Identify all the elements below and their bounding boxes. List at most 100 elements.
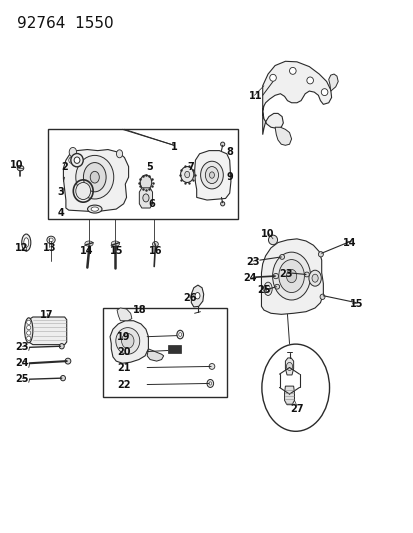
Text: 23: 23: [279, 270, 292, 279]
Ellipse shape: [180, 166, 193, 182]
Ellipse shape: [319, 294, 324, 300]
Bar: [167, 345, 180, 353]
Text: 5: 5: [145, 161, 152, 172]
Ellipse shape: [91, 207, 98, 211]
Text: 18: 18: [133, 305, 147, 315]
Text: 27: 27: [290, 404, 303, 414]
Text: 10: 10: [261, 229, 274, 239]
Ellipse shape: [83, 163, 106, 192]
Ellipse shape: [268, 235, 277, 245]
Ellipse shape: [266, 286, 269, 292]
Ellipse shape: [142, 194, 149, 202]
Ellipse shape: [121, 334, 134, 349]
Ellipse shape: [71, 154, 83, 167]
Ellipse shape: [206, 379, 213, 387]
Ellipse shape: [274, 284, 279, 289]
Ellipse shape: [279, 255, 284, 260]
Ellipse shape: [111, 241, 119, 246]
Text: 25: 25: [256, 286, 270, 295]
Ellipse shape: [220, 142, 224, 147]
Text: 16: 16: [148, 246, 162, 255]
Text: 25: 25: [15, 374, 29, 384]
Ellipse shape: [26, 326, 31, 330]
Ellipse shape: [209, 172, 214, 178]
Ellipse shape: [26, 331, 31, 335]
Polygon shape: [63, 150, 128, 212]
Text: 22: 22: [116, 379, 130, 390]
Ellipse shape: [116, 150, 122, 158]
Ellipse shape: [140, 175, 151, 190]
Ellipse shape: [24, 238, 28, 247]
Text: 23: 23: [246, 257, 259, 267]
Text: 6: 6: [147, 199, 154, 209]
Ellipse shape: [205, 166, 218, 183]
Ellipse shape: [220, 201, 224, 206]
Ellipse shape: [311, 274, 318, 282]
Ellipse shape: [17, 165, 24, 171]
Text: 11: 11: [248, 91, 262, 101]
Bar: [103, 308, 226, 397]
Ellipse shape: [116, 328, 140, 354]
Text: 14: 14: [80, 246, 93, 255]
Text: 21: 21: [116, 362, 130, 373]
Ellipse shape: [286, 269, 296, 282]
Text: 20: 20: [116, 346, 130, 357]
Text: 10: 10: [9, 160, 23, 171]
Ellipse shape: [85, 241, 93, 246]
Text: 26: 26: [183, 293, 196, 303]
Polygon shape: [147, 349, 163, 361]
Ellipse shape: [308, 270, 320, 286]
Ellipse shape: [152, 241, 158, 247]
Ellipse shape: [200, 161, 223, 189]
Ellipse shape: [59, 344, 64, 349]
Ellipse shape: [320, 88, 327, 95]
Text: 13: 13: [43, 243, 56, 253]
Text: 12: 12: [15, 243, 29, 253]
Ellipse shape: [273, 273, 278, 279]
Ellipse shape: [60, 375, 65, 381]
Polygon shape: [328, 74, 337, 91]
Ellipse shape: [74, 157, 80, 164]
Ellipse shape: [65, 358, 71, 364]
Ellipse shape: [26, 320, 31, 325]
Text: 15: 15: [349, 298, 362, 309]
Ellipse shape: [176, 330, 183, 339]
Ellipse shape: [269, 74, 275, 81]
Ellipse shape: [69, 157, 74, 164]
Polygon shape: [139, 188, 152, 208]
Ellipse shape: [304, 272, 309, 277]
Ellipse shape: [195, 293, 199, 299]
Bar: [48, 130, 237, 219]
Ellipse shape: [318, 252, 323, 257]
Polygon shape: [117, 308, 132, 321]
Text: 14: 14: [342, 238, 355, 247]
Text: 24: 24: [243, 273, 256, 283]
Ellipse shape: [263, 282, 271, 295]
Text: 7: 7: [187, 161, 193, 172]
Text: 19: 19: [116, 332, 130, 342]
Polygon shape: [110, 321, 148, 364]
Ellipse shape: [178, 333, 181, 336]
Ellipse shape: [22, 234, 31, 251]
Text: 1: 1: [170, 142, 177, 152]
Text: 9: 9: [226, 172, 233, 182]
Ellipse shape: [306, 77, 313, 84]
Ellipse shape: [209, 364, 214, 369]
Polygon shape: [194, 151, 230, 200]
Ellipse shape: [76, 156, 114, 199]
Text: 4: 4: [57, 208, 64, 219]
Text: 17: 17: [40, 310, 54, 320]
Ellipse shape: [278, 260, 304, 293]
Ellipse shape: [272, 252, 310, 300]
Ellipse shape: [90, 171, 99, 183]
Ellipse shape: [69, 148, 76, 157]
Ellipse shape: [47, 236, 55, 244]
Polygon shape: [284, 386, 294, 405]
Text: 3: 3: [57, 187, 64, 197]
Text: 23: 23: [15, 342, 29, 352]
Polygon shape: [274, 127, 291, 146]
Ellipse shape: [24, 318, 33, 343]
Text: 24: 24: [15, 358, 29, 368]
Polygon shape: [261, 239, 323, 314]
Polygon shape: [191, 285, 203, 307]
